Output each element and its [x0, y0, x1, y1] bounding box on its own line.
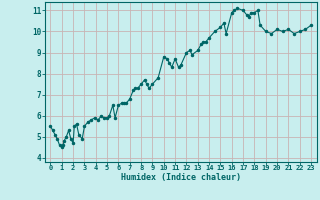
X-axis label: Humidex (Indice chaleur): Humidex (Indice chaleur): [121, 173, 241, 182]
